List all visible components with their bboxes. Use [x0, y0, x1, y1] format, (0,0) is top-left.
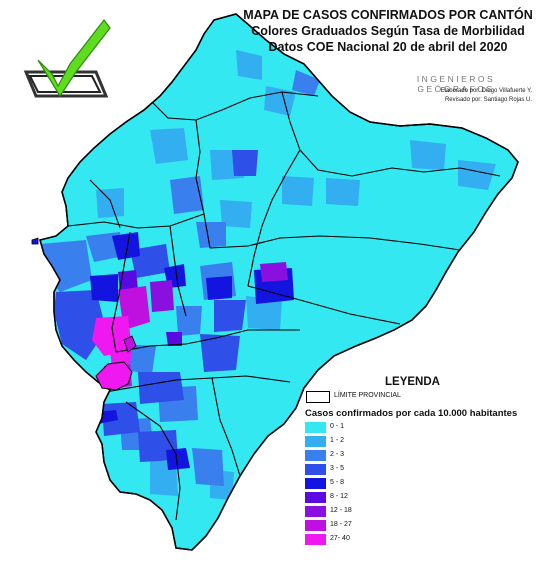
legend-range-label: 5 - 8	[330, 479, 345, 486]
region-class-1-2	[96, 188, 124, 218]
region-class-1-2	[458, 160, 496, 190]
region-class-8-12	[166, 332, 182, 346]
region-class-5-8	[112, 232, 140, 260]
region-class-3-5	[130, 244, 170, 278]
country-outline	[39, 13, 519, 551]
map-title-line-1: MAPA DE CASOS CONFIRMADOS POR CANTÓN	[243, 8, 533, 22]
legend-swatch	[305, 478, 326, 489]
legend-range-label: 27- 40	[330, 535, 350, 542]
region-class-1-2	[150, 128, 188, 164]
organization-name: INGENIEROS GEÓGRAFOS	[416, 74, 496, 94]
legend-swatch	[305, 464, 326, 475]
legend-range-label: 1 - 2	[330, 437, 345, 444]
small-island	[31, 237, 39, 245]
region-class-2-3	[196, 222, 226, 248]
region-class-12-18	[260, 262, 288, 282]
region-class-3-5	[54, 290, 106, 360]
region-class-1-2	[326, 178, 360, 206]
legend-swatch	[305, 492, 326, 503]
boundary-swatch	[306, 391, 330, 403]
region-class-27-40	[110, 350, 132, 366]
region-class-12-18	[150, 280, 174, 312]
checkmark-checkbox-icon	[23, 19, 111, 98]
legend-range-label: 18 - 27	[330, 521, 352, 528]
region-class-27-40	[92, 316, 132, 356]
region-class-3-5	[232, 150, 258, 176]
legend-swatch	[305, 436, 326, 447]
puna-island	[95, 361, 133, 391]
legend-range-label: 12 - 18	[330, 507, 352, 514]
region-class-1-2	[282, 176, 314, 206]
region-class-8-12	[118, 270, 138, 292]
region-class-5-8	[206, 276, 232, 300]
legend-range-label: 8 - 12	[330, 493, 348, 500]
legend-range-label: 2 - 3	[330, 451, 345, 458]
region-class-3-5	[214, 300, 246, 332]
region-class-1-2	[220, 200, 252, 228]
legend-title: LEYENDA	[385, 376, 440, 388]
map-title-line-3: Datos COE Nacional 20 de abril del 2020	[268, 40, 508, 54]
elaborated-by: Elaborado por: Diego Villafuerte Y.	[440, 88, 532, 94]
region-class-2-3	[170, 176, 204, 214]
provincial-boundaries	[67, 91, 501, 521]
reviewed-by: Revisado por: Santiago Rojas U.	[444, 97, 532, 103]
region-class-2-3	[192, 448, 224, 486]
legend-range-label: 3 - 5	[330, 465, 345, 472]
legend-swatch	[305, 422, 326, 433]
region-class-1-2	[144, 56, 168, 92]
legend-swatch	[305, 450, 326, 461]
legend-swatch	[305, 520, 326, 531]
legend-swatch	[305, 534, 326, 545]
region-class-1-2	[246, 296, 282, 330]
region-class-2-3	[176, 306, 202, 336]
estuary-island	[123, 335, 137, 353]
boundary-label: LÍMITE PROVINCIAL	[334, 392, 401, 399]
region-class-1-2	[236, 50, 262, 80]
legend-subtitle: Casos confirmados por cada 10.000 habita…	[305, 408, 518, 419]
region-class-1-2	[410, 140, 446, 170]
region-class-2-3	[292, 70, 320, 96]
legend-swatch	[305, 506, 326, 517]
region-class-5-8	[90, 274, 118, 302]
region-class-3-5	[200, 334, 240, 372]
region-class-3-5	[138, 372, 184, 404]
legend-range-label: 0 - 1	[330, 423, 345, 430]
map-title-line-2: Colores Graduados Según Tasa de Morbilid…	[251, 24, 525, 38]
region-class-5-8	[166, 448, 190, 470]
